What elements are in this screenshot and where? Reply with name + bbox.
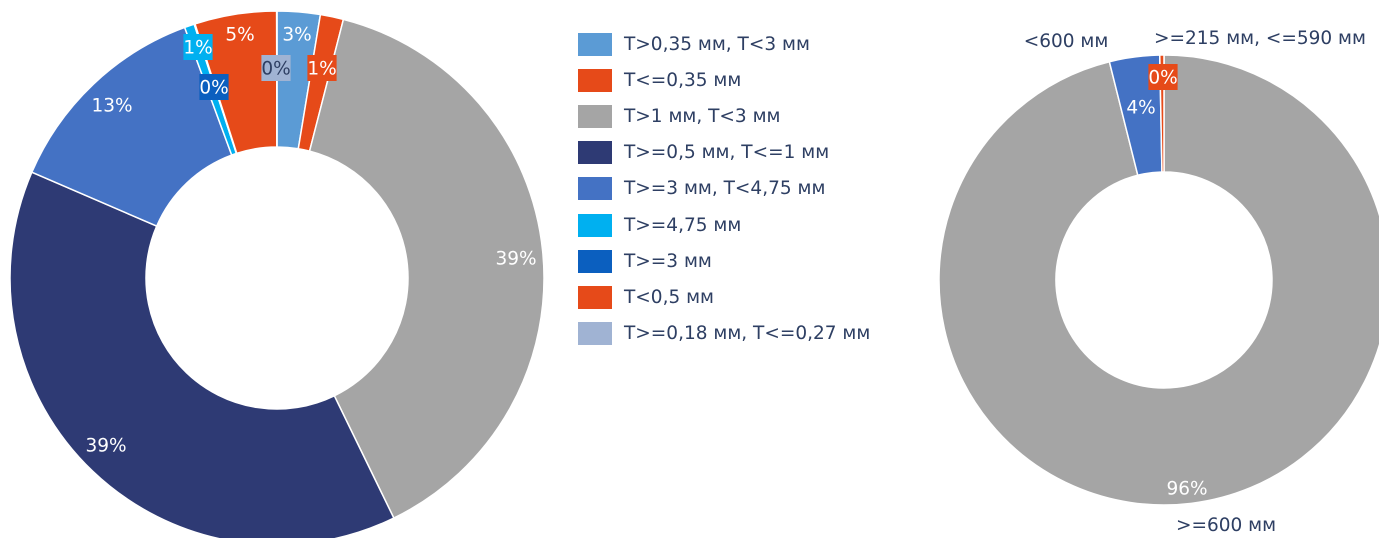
slice-percent-label: 0%: [1148, 68, 1177, 89]
legend-label: T<0,5 мм: [624, 286, 715, 308]
legend-item: T>=0,5 мм, T<=1 мм: [578, 135, 870, 171]
legend-swatch: [578, 104, 612, 128]
legend-item: T>=0,18 мм, T<=0,27 мм: [578, 316, 870, 352]
slice-percent-label: 96%: [1166, 479, 1207, 500]
slice-percent-label: 4%: [1126, 98, 1155, 119]
legend-swatch: [578, 177, 612, 201]
slice-percent-label: 0%: [199, 78, 228, 99]
slice-category-label: <600 мм: [1024, 31, 1109, 52]
legend-label: T>1 мм, T<3 мм: [624, 105, 781, 127]
slice-label-box: [1148, 64, 1178, 90]
slice-label-box: [183, 34, 213, 60]
donut-labels-2: 96% 4% 0% >=600 мм <600 мм >=215 мм, <=590 мм: [1024, 28, 1366, 536]
donut-labels-1: 3% 1% 39% 39% 13% 1% 0% 5% 0%: [85, 21, 537, 457]
donut-slice: [938, 54, 1379, 506]
legend-left-chart: T>0,35 мм, T<3 мм T<=0,35 мм T>1 мм, T<3…: [578, 26, 870, 352]
legend-item: T>1 мм, T<3 мм: [578, 98, 870, 134]
slice-category-label: >=215 мм, <=590 мм: [1154, 28, 1366, 49]
legend-label: T<=0,35 мм: [624, 69, 742, 91]
legend-item: T>=3 мм, T<4,75 мм: [578, 171, 870, 207]
slice-percent-label: 39%: [85, 436, 126, 457]
legend-label: T>=3 мм: [624, 250, 712, 272]
legend-label: T>=3 мм, T<4,75 мм: [624, 178, 826, 200]
legend-item: T>=4,75 мм: [578, 207, 870, 243]
legend-label: T>=0,5 мм, T<=1 мм: [624, 142, 830, 164]
slice-percent-label: 1%: [183, 38, 212, 59]
donut-chart-2: [938, 54, 1379, 506]
donut-slice: [308, 18, 545, 520]
slice-label-box: [225, 21, 255, 47]
slice-label-box: [307, 55, 337, 81]
legend-label: T>=0,18 мм, T<=0,27 мм: [624, 323, 871, 345]
donut-slice: [9, 171, 395, 538]
legend-item: T<=0,35 мм: [578, 62, 870, 98]
legend-item: T>=3 мм: [578, 243, 870, 279]
legend-swatch: [578, 141, 612, 165]
slice-percent-label: 0%: [261, 59, 290, 80]
slice-percent-label: 1%: [307, 59, 336, 80]
legend-swatch: [578, 32, 612, 56]
legend-swatch: [578, 249, 612, 273]
slice-category-label: >=600 мм: [1176, 515, 1276, 536]
legend-label: T>=4,75 мм: [624, 214, 742, 236]
legend-swatch: [578, 285, 612, 309]
slice-label-box: [261, 55, 291, 81]
donut-chart-1: [9, 10, 545, 538]
slice-label-box: [282, 21, 312, 47]
legend-label: T>0,35 мм, T<3 мм: [624, 33, 810, 55]
legend-item: T<0,5 мм: [578, 279, 870, 315]
legend-item: T>0,35 мм, T<3 мм: [578, 26, 870, 62]
legend-swatch: [578, 322, 612, 346]
legend-swatch: [578, 213, 612, 237]
slice-percent-label: 39%: [495, 249, 536, 270]
slice-label-box: [199, 74, 229, 100]
slice-percent-label: 5%: [225, 25, 254, 46]
legend-swatch: [578, 68, 612, 92]
slice-percent-label: 13%: [91, 96, 132, 117]
slice-percent-label: 3%: [282, 25, 311, 46]
